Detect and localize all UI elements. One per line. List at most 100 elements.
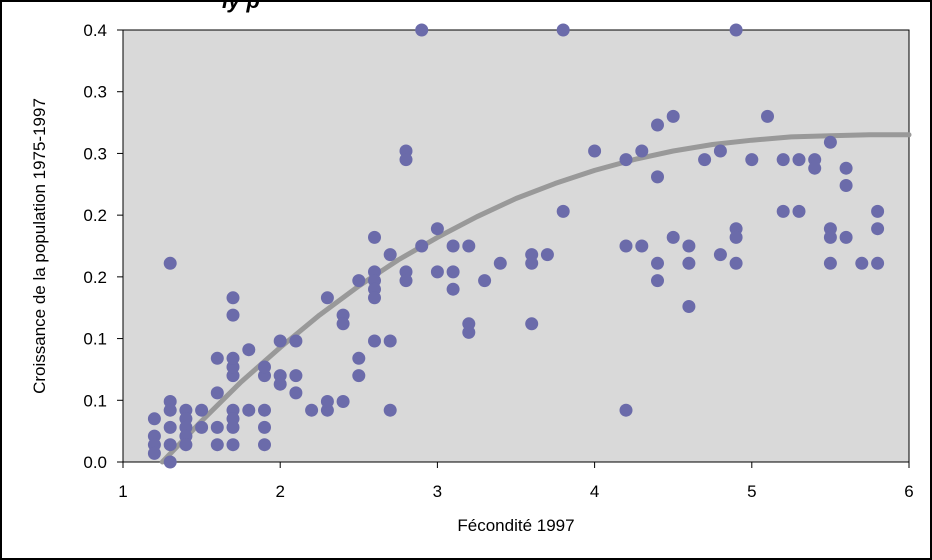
data-point — [588, 144, 602, 158]
data-point — [525, 317, 539, 331]
data-point — [226, 351, 240, 365]
data-point — [666, 230, 680, 244]
y-tick-label: 0.3 — [83, 144, 107, 163]
data-point — [446, 239, 460, 253]
data-point — [210, 386, 224, 400]
y-tick-label: 0.2 — [83, 206, 107, 225]
data-point — [651, 170, 664, 184]
x-axis-title: Fécondité 1997 — [457, 516, 574, 535]
plot-area — [122, 29, 910, 463]
x-tick-label: 4 — [590, 482, 599, 501]
x-axis: 1 2 3 4 5 6 — [118, 461, 914, 501]
data-point — [682, 256, 696, 270]
data-point — [871, 222, 885, 236]
data-point — [776, 153, 790, 167]
y-tick-label: 0.2 — [83, 268, 107, 287]
data-point — [163, 420, 177, 434]
x-tick-label: 6 — [904, 482, 913, 501]
data-point — [745, 153, 759, 167]
data-point — [729, 256, 743, 270]
data-point — [792, 204, 806, 218]
data-point — [776, 204, 790, 218]
data-point — [682, 300, 696, 313]
data-point — [147, 446, 161, 460]
data-point — [383, 334, 397, 348]
data-point — [855, 256, 869, 270]
data-point — [242, 403, 256, 417]
data-point — [462, 239, 476, 253]
y-axis: 0.0 0.1 0.1 0.2 0.2 0.3 0.3 0.4 — [83, 21, 124, 472]
data-point — [399, 274, 413, 288]
trend-curve — [159, 132, 912, 465]
data-point — [210, 438, 224, 452]
x-tick-label: 3 — [433, 482, 442, 501]
data-point — [619, 239, 633, 253]
y-tick-label: 0.3 — [83, 83, 107, 102]
data-point — [556, 23, 570, 37]
data-point — [352, 274, 366, 288]
data-point — [383, 403, 397, 417]
data-point — [352, 351, 366, 365]
data-point — [242, 343, 256, 357]
x-tick-label: 5 — [747, 482, 756, 501]
data-point — [698, 153, 712, 167]
data-point — [729, 23, 743, 37]
data-point — [258, 403, 271, 417]
x-tick-label: 1 — [118, 482, 127, 501]
data-point — [163, 455, 177, 469]
data-point — [651, 256, 664, 270]
data-point — [368, 291, 381, 305]
data-point — [713, 248, 727, 262]
data-point — [462, 325, 476, 339]
data-point — [682, 239, 696, 253]
data-point — [226, 420, 240, 434]
data-point — [273, 334, 287, 348]
data-point — [871, 204, 885, 218]
y-tick-label: 0.1 — [83, 391, 107, 410]
data-point — [336, 317, 350, 331]
data-point — [635, 144, 649, 158]
data-point — [808, 161, 822, 175]
data-point — [415, 23, 429, 37]
data-point — [399, 153, 413, 167]
data-point — [415, 239, 429, 253]
data-point — [289, 386, 303, 400]
data-point — [383, 248, 397, 262]
data-point — [619, 153, 633, 167]
data-point — [163, 256, 177, 270]
data-point — [635, 239, 649, 253]
chart-title-fragment: ly p — [222, 0, 260, 13]
data-point — [163, 403, 177, 417]
data-point — [368, 230, 381, 244]
data-point — [320, 395, 334, 408]
data-point — [273, 377, 287, 391]
data-point — [761, 109, 774, 123]
data-point — [210, 351, 224, 365]
data-point — [336, 395, 350, 408]
data-point — [430, 265, 444, 279]
data-point — [871, 256, 885, 270]
data-point — [823, 135, 837, 149]
y-axis-title: Croissance de la population 1975-1997 — [30, 98, 49, 394]
data-point — [258, 360, 271, 374]
x-tick-label: 2 — [275, 482, 284, 501]
data-points — [147, 23, 885, 469]
data-point — [179, 438, 193, 452]
y-tick-label: 0.1 — [83, 330, 107, 349]
data-point — [729, 230, 743, 244]
data-point — [666, 109, 680, 123]
data-point — [430, 222, 444, 236]
data-point — [540, 248, 554, 262]
data-point — [163, 438, 177, 452]
data-point — [713, 144, 727, 158]
data-point — [368, 334, 381, 348]
data-point — [226, 308, 240, 322]
data-point — [195, 403, 209, 417]
data-point — [792, 153, 806, 167]
data-point — [226, 291, 240, 305]
data-point — [839, 230, 853, 244]
data-point — [258, 438, 271, 452]
data-point — [556, 204, 570, 218]
data-point — [651, 118, 664, 132]
